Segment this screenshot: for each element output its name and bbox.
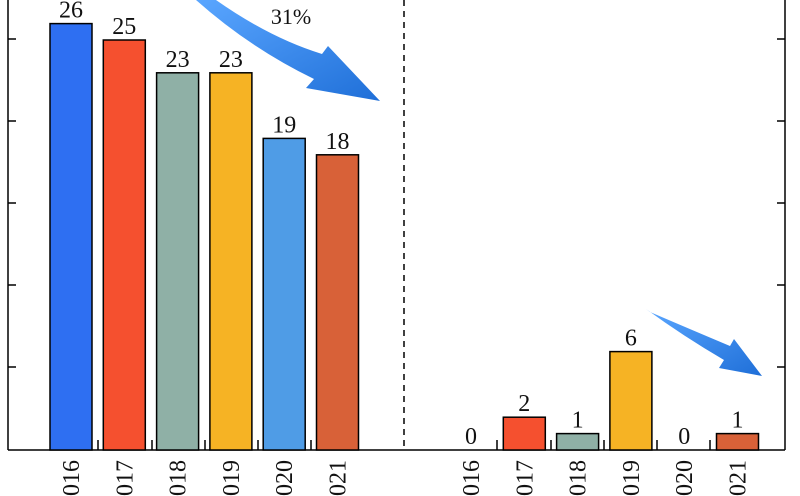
bar-right-2021 (715, 432, 760, 451)
bar-left-2017 (102, 39, 147, 451)
y-ticks (8, 38, 785, 368)
value-label: 19 (272, 112, 296, 138)
bar-right-2018 (555, 432, 600, 451)
x-tick-label: 018 (166, 460, 192, 496)
bar-left-2019 (209, 72, 253, 451)
value-label: 1 (572, 408, 584, 434)
value-label: 25 (112, 14, 136, 40)
x-tick-label: 019 (219, 460, 245, 496)
x-ticks (97, 440, 711, 450)
value-label: 23 (166, 47, 190, 73)
value-label: 6 (625, 326, 637, 352)
value-label: 0 (465, 424, 477, 450)
percent-annotation: 31% (271, 4, 311, 29)
x-tick-label: 016 (59, 460, 85, 496)
x-tick-label: 017 (512, 460, 538, 496)
bar-left-2020 (262, 137, 306, 451)
value-label: 23 (219, 47, 243, 73)
x-tick-label: 018 (566, 460, 592, 496)
x-tick-label: 019 (619, 460, 645, 496)
x-tick-label: 017 (112, 460, 138, 496)
trend-arrow-left (196, 0, 380, 101)
x-tick-label: 021 (326, 460, 352, 496)
value-label: 18 (326, 129, 350, 155)
value-label: 1 (732, 408, 744, 434)
bar-left-2018 (155, 72, 200, 451)
x-tick-label: 021 (726, 460, 752, 496)
bar-right-2017 (502, 416, 547, 451)
x-tick-label: 020 (272, 460, 298, 496)
bar-left-2021 (315, 154, 360, 451)
value-label: 26 (59, 0, 83, 24)
value-label: 0 (678, 424, 690, 450)
value-label: 2 (518, 391, 530, 417)
bar-right-2019 (609, 350, 653, 451)
x-tick-label: 020 (672, 460, 698, 496)
x-tick-label: 016 (459, 460, 485, 496)
bar-left-2016 (49, 22, 93, 451)
trend-arrow-right (646, 309, 762, 376)
